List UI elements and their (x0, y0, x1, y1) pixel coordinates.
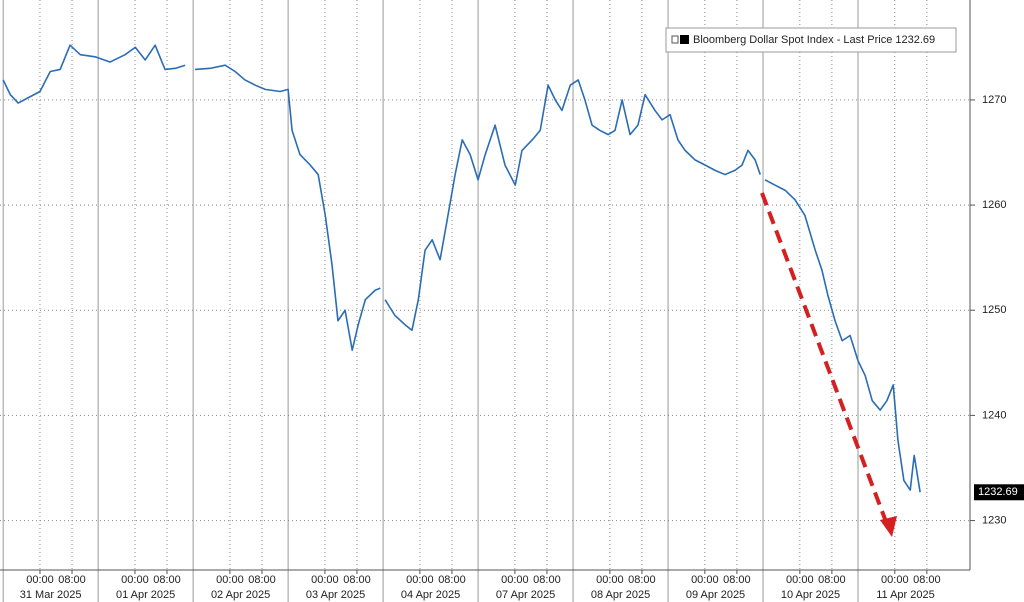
y-tick-label: 1260 (982, 199, 1006, 211)
arrow-head (880, 516, 897, 537)
day-label: 02 Apr 2025 (211, 589, 270, 601)
x-tick-label: 08:00 (153, 574, 181, 586)
x-tick-label: 00:00 (121, 574, 149, 586)
y-tick-label: 1250 (982, 304, 1006, 316)
y-tick-label: 1240 (982, 409, 1006, 421)
x-tick-label: 00:00 (311, 574, 339, 586)
x-tick-label: 08:00 (818, 574, 846, 586)
price-line (384, 79, 762, 332)
day-label: 04 Apr 2025 (401, 589, 460, 601)
day-label: 07 Apr 2025 (496, 589, 555, 601)
x-tick-label: 00:00 (216, 574, 244, 586)
axes: 31 Mar 2025 01 Apr 2025 02 Apr 2025 03 Apr … (20, 94, 1024, 601)
legend-swatch (680, 35, 689, 44)
day-label: 31 Mar 2025 (20, 589, 82, 601)
day-label: 11 Apr 2025 (876, 589, 935, 601)
x-tick-label: 08:00 (343, 574, 371, 586)
x-tick-label: 00:00 (501, 574, 529, 586)
x-tick-label: 00:00 (406, 574, 434, 586)
legend-box (665, 27, 957, 53)
price-line (195, 64, 381, 352)
day-label: 10 Apr 2025 (781, 589, 840, 601)
legend-name: Bloomberg Dollar Spot Index - Last Price (693, 34, 892, 46)
x-tick-label: 08:00 (248, 574, 276, 586)
x-tick-label: 08:00 (533, 574, 561, 586)
legend-last: 1232.69 (895, 34, 935, 46)
grid (0, 0, 970, 602)
plot (2, 44, 921, 493)
price-line (2, 44, 186, 104)
price-line (764, 179, 921, 493)
day-label: 01 Apr 2025 (116, 589, 175, 601)
legend: Bloomberg Dollar Spot Index - Last Price… (665, 27, 957, 53)
x-tick-label: 00:00 (26, 574, 54, 586)
x-tick-label: 00:00 (881, 574, 909, 586)
day-label: 03 Apr 2025 (306, 589, 365, 601)
y-tick-label: 1230 (982, 514, 1006, 526)
x-tick-label: 08:00 (913, 574, 941, 586)
y-tick-label: 1270 (982, 94, 1006, 106)
last-price-box (974, 484, 1024, 501)
x-tick-label: 08:00 (58, 574, 86, 586)
day-label: 08 Apr 2025 (591, 589, 650, 601)
x-tick-label: 00:00 (596, 574, 624, 586)
last-price-label: 1232.69 (978, 486, 1018, 498)
x-tick-label: 00:00 (786, 574, 814, 586)
x-tick-label: 08:00 (628, 574, 656, 586)
day-label: 09 Apr 2025 (686, 589, 745, 601)
x-tick-label: 00:00 (691, 574, 719, 586)
legend-label: Bloomberg Dollar Spot Index - Last Price… (693, 34, 935, 46)
x-tick-label: 08:00 (723, 574, 751, 586)
legend-icon (671, 35, 679, 44)
x-tick-label: 08:00 (438, 574, 466, 586)
